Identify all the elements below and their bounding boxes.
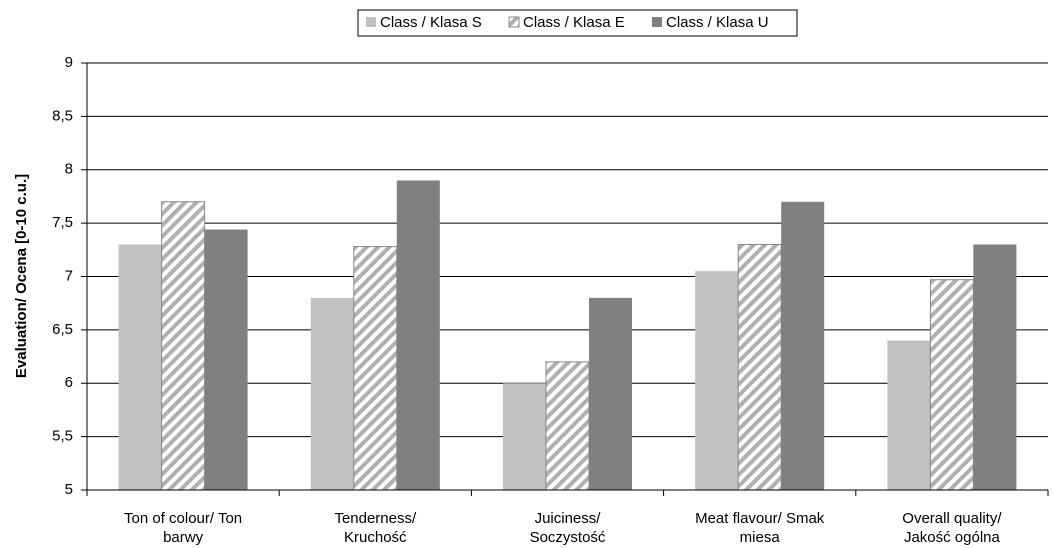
y-axis-label: Evaluation/ Ocena [0-10 c.u.] <box>13 174 30 378</box>
bar <box>545 361 590 491</box>
bar <box>161 201 206 491</box>
legend-swatch <box>508 16 520 28</box>
bar <box>973 244 1017 490</box>
bar <box>396 180 440 491</box>
y-tick-label: 5 <box>65 481 73 498</box>
x-tick-label: Meat flavour/ Smak miesa <box>695 510 825 546</box>
legend-swatch <box>652 17 662 27</box>
bar <box>118 244 162 490</box>
legend-label: Class / Klasa U <box>666 14 769 31</box>
bar <box>204 229 248 490</box>
bar <box>589 297 632 490</box>
legend-box <box>357 9 798 37</box>
legend-label: Class / Klasa E <box>523 14 625 31</box>
x-tick-label: Juiciness/ Soczystość <box>529 510 606 546</box>
y-tick-label: 6 <box>65 374 73 391</box>
bar <box>310 297 354 490</box>
bar <box>781 201 825 490</box>
y-tick-label: 7,5 <box>52 214 73 231</box>
y-tick-label: 8,5 <box>52 107 73 124</box>
y-tick-label: 6,5 <box>52 321 73 338</box>
x-tick-label: Overall quality/ Jakość ogólna <box>902 510 1002 546</box>
legend-swatch <box>366 17 376 27</box>
bar <box>737 243 782 491</box>
bar <box>887 340 931 490</box>
y-tick-label: 9 <box>65 54 73 71</box>
legend-label: Class / Klasa S <box>380 14 482 31</box>
bar <box>929 279 974 491</box>
bar <box>353 246 398 491</box>
y-tick-label: 5,5 <box>52 428 73 445</box>
x-tick-label: Ton of colour/ Ton barwy <box>124 510 243 546</box>
y-tick-label: 7 <box>65 267 73 284</box>
x-tick-label: Tenderness/ Kruchość <box>334 510 417 546</box>
bar <box>695 271 739 490</box>
bar <box>503 383 546 490</box>
y-tick-label: 8 <box>65 161 73 178</box>
